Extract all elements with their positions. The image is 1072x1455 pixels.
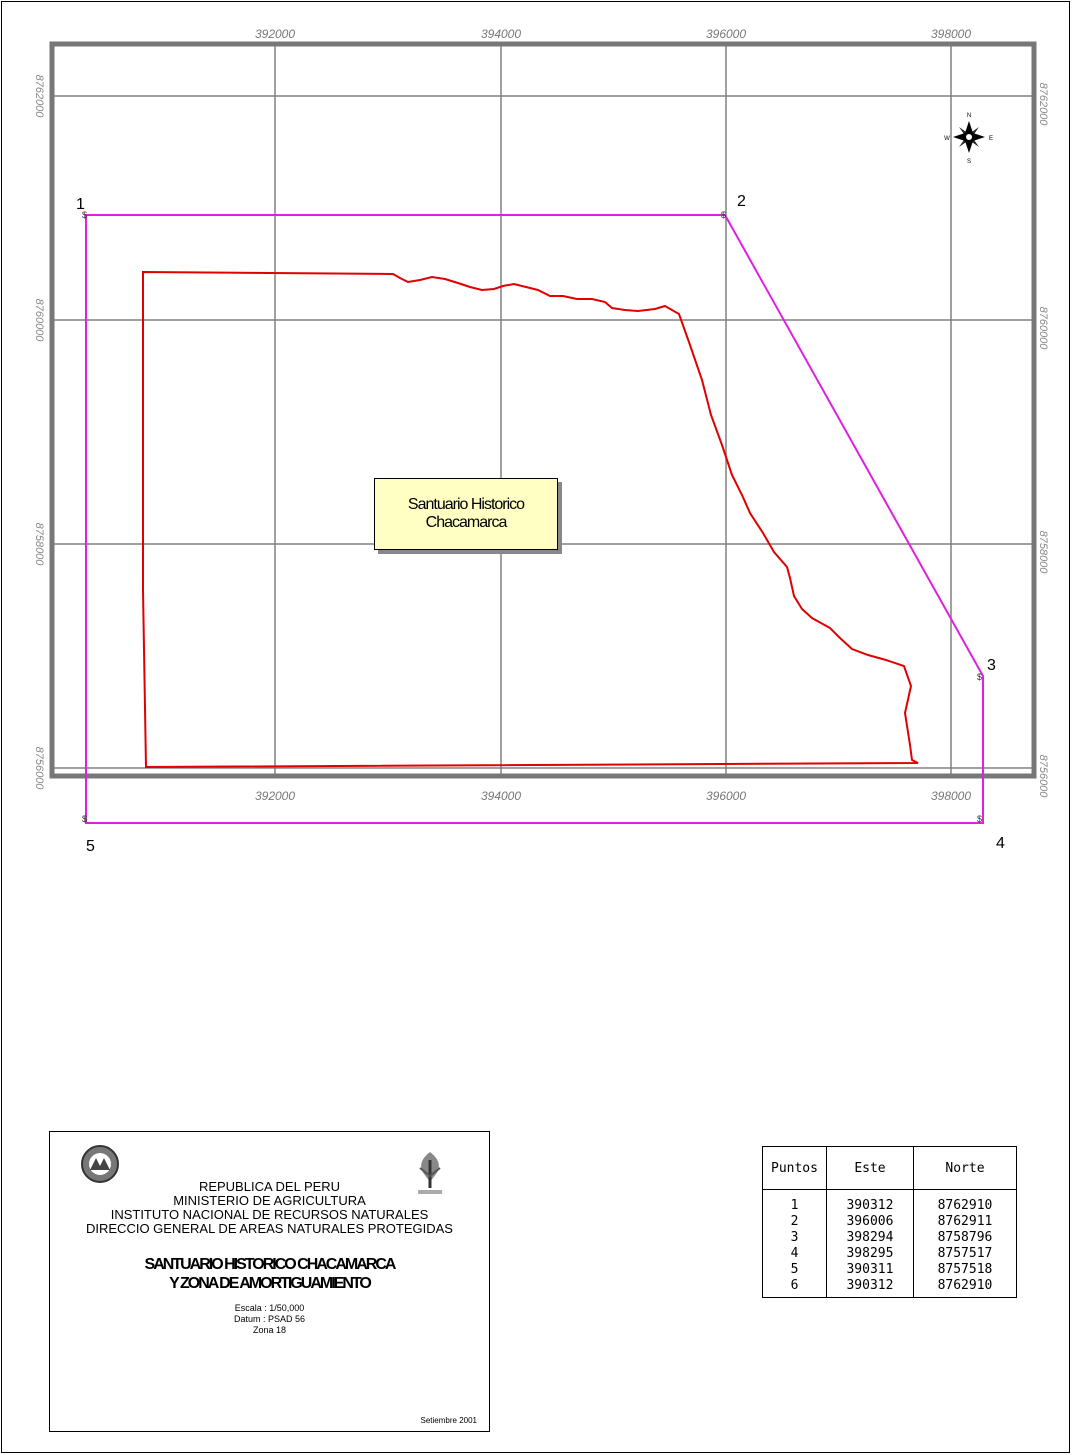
area-label: Santuario Historico Chacamarca	[374, 478, 558, 550]
grid-labels-top: 392000 394000 396000 398000	[255, 27, 971, 41]
tick-top-398000: 398000	[931, 27, 971, 41]
cell-punto: 1	[762, 1189, 827, 1214]
cell-norte: 8762911	[912, 1214, 1017, 1230]
compass-w: W	[944, 136, 950, 142]
cell-norte: 8762910	[912, 1189, 1017, 1214]
tick-top-396000: 396000	[706, 27, 746, 41]
table-row: 2 396006 8762911	[762, 1214, 1017, 1230]
tick-bottom-398000: 398000	[931, 789, 971, 803]
point-marker-5: $	[82, 814, 87, 824]
scale-text: Escala : 1/50,000	[234, 1303, 305, 1313]
cell-punto: 2	[762, 1214, 827, 1230]
table-row: 3 398294 8758796	[762, 1230, 1017, 1246]
cell-norte: 8762910	[912, 1278, 1017, 1298]
tick-left-8758000: 8758000	[33, 523, 45, 567]
point-marker-1: $	[82, 210, 87, 220]
point-label-3: 3	[987, 657, 996, 674]
point-label-1: 1	[76, 196, 85, 213]
cell-este: 390312	[825, 1278, 914, 1298]
compass-s: S	[967, 159, 971, 165]
tick-right-8762000: 8762000	[1037, 83, 1049, 127]
point-label-5: 5	[86, 838, 95, 855]
table-row: 5 390311 8757518	[762, 1262, 1017, 1278]
tick-bottom-396000: 396000	[706, 789, 746, 803]
tick-left-8756000: 8756000	[33, 747, 45, 791]
cell-este: 396006	[825, 1214, 914, 1230]
points: $ 1 $ 2 $ 3 $ 4 $ 5	[76, 193, 1005, 855]
map-title-line1: SANTUARIO HISTORICO CHACAMARCA	[144, 1256, 397, 1273]
cell-norte: 8757517	[912, 1246, 1017, 1262]
point-marker-2: $	[721, 210, 726, 220]
point-marker-4: $	[977, 814, 982, 824]
buffer-zone-boundary	[85, 214, 984, 824]
cell-punto: 6	[762, 1278, 827, 1298]
map-title-line2: Y ZONA DE AMORTIGUAMIENTO	[169, 1275, 372, 1292]
inrena-logo-icon	[418, 1152, 442, 1194]
institution-line1: REPUBLICA DEL PERU	[198, 1179, 341, 1194]
zone-text: Zona 18	[252, 1325, 287, 1335]
tick-top-394000: 394000	[481, 27, 521, 41]
tick-bottom-394000: 394000	[481, 789, 521, 803]
grid-labels-right: 8762000 8760000 8758000 8756000	[1037, 83, 1049, 799]
institution-line3: INSTITUTO NACIONAL DE RECURSOS NATURALES	[110, 1207, 429, 1222]
cell-punto: 4	[762, 1246, 827, 1262]
cell-este: 390311	[825, 1262, 914, 1278]
header-puntos: Puntos	[762, 1146, 827, 1190]
point-label-2: 2	[737, 193, 746, 210]
cell-punto: 3	[762, 1230, 827, 1246]
tick-top-392000: 392000	[255, 27, 295, 41]
point-label-4: 4	[996, 835, 1005, 852]
cell-este: 398294	[825, 1230, 914, 1246]
point-marker-3: $	[977, 672, 982, 682]
table-row: 1 390312 8762910	[762, 1189, 1017, 1214]
tick-right-8758000: 8758000	[1037, 531, 1049, 575]
grid-labels-bottom: 392000 394000 396000 398000	[255, 789, 971, 803]
compass-n: N	[967, 113, 971, 119]
tick-right-8756000: 8756000	[1037, 755, 1049, 799]
grid-labels-left: 8762000 8760000 8758000 8756000	[33, 75, 45, 791]
cell-este: 390312	[825, 1189, 914, 1214]
cell-punto: 5	[762, 1262, 827, 1278]
tick-left-8760000: 8760000	[33, 299, 45, 343]
map: 392000 394000 396000 398000 392000 39400…	[33, 27, 1049, 855]
table-header-row: Puntos Este Norte	[762, 1146, 1017, 1190]
area-label-line2: Chacamarca	[425, 514, 508, 531]
institution-line4: DIRECCIO GENERAL DE AREAS NATURALES PROT…	[86, 1221, 453, 1236]
sanctuary-boundary	[142, 270, 919, 769]
header-norte: Norte	[912, 1146, 1017, 1190]
table-row: 6 390312 8762910	[762, 1278, 1017, 1298]
grid-lines	[54, 46, 1032, 774]
header-este: Este	[825, 1146, 914, 1190]
compass-e: E	[989, 136, 993, 142]
tick-left-8762000: 8762000	[33, 75, 45, 119]
institution-line2: MINISTERIO DE AGRICULTURA	[173, 1193, 366, 1208]
tick-bottom-392000: 392000	[255, 789, 295, 803]
coordinates-table: Puntos Este Norte 1 390312 8762910 2 396…	[762, 1146, 1017, 1298]
title-block: REPUBLICA DEL PERU MINISTERIO DE AGRICUL…	[49, 1131, 490, 1432]
date-text: Setiembre 2001	[420, 1416, 477, 1425]
map-frame	[49, 41, 1037, 779]
area-label-line1: Santuario Historico	[407, 496, 525, 513]
cell-norte: 8757518	[912, 1262, 1017, 1278]
cell-este: 398295	[825, 1246, 914, 1262]
table-row: 4 398295 8757517	[762, 1246, 1017, 1262]
cell-norte: 8758796	[912, 1230, 1017, 1246]
ministry-logo-icon	[81, 1145, 119, 1183]
tick-right-8760000: 8760000	[1037, 307, 1049, 351]
compass-rose-icon: N S E W	[944, 113, 993, 165]
datum-text: Datum : PSAD 56	[233, 1314, 306, 1324]
